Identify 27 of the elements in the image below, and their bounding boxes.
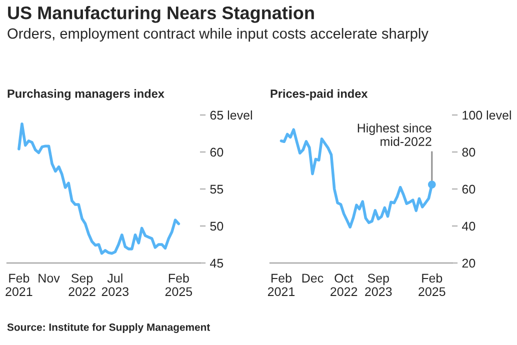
y-tick-label: 20: [462, 258, 476, 268]
x-tick-label: Feb 2021: [268, 273, 295, 296]
x-tick-label: Oct 2022: [330, 274, 358, 296]
chart-title: Purchasing managers index: [8, 89, 164, 100]
y-tick-label: 100 level: [462, 110, 511, 120]
text: Orders, employment contract while input costs accelerate sharply: [8, 28, 428, 42]
x-tick-label: Nov: [38, 274, 60, 283]
y-tick-label: 60: [210, 148, 224, 157]
y-tick-label: 50: [210, 222, 224, 231]
chart-title: Prices-paid index: [270, 89, 368, 100]
x-tick-label: Dec: [302, 274, 324, 283]
x-tick-label: Feb 2021: [6, 273, 32, 296]
y-tick-label: 55: [210, 184, 224, 194]
x-tick-label: Jul 2023: [102, 273, 128, 296]
x-tick-label: Feb 2025: [165, 273, 192, 296]
y-tick-label: 40: [462, 222, 476, 231]
annotation: Highest since mid-2022: [358, 123, 432, 146]
y-tick-label: 65 level: [210, 110, 252, 120]
x-tick-label: Feb 2025: [418, 273, 446, 296]
x-tick-label: Sep 2022: [68, 274, 96, 296]
line-series: [18, 122, 180, 255]
y-tick-label: 60: [462, 184, 476, 194]
y-tick-label: 80: [462, 148, 476, 157]
y-tick-label: 45: [210, 258, 224, 268]
text: US Manufacturing Nears Stagnation: [8, 6, 314, 23]
source-note: Source: Institute for Supply Management: [7, 323, 210, 333]
x-tick-label: Sep 2023: [365, 274, 392, 296]
